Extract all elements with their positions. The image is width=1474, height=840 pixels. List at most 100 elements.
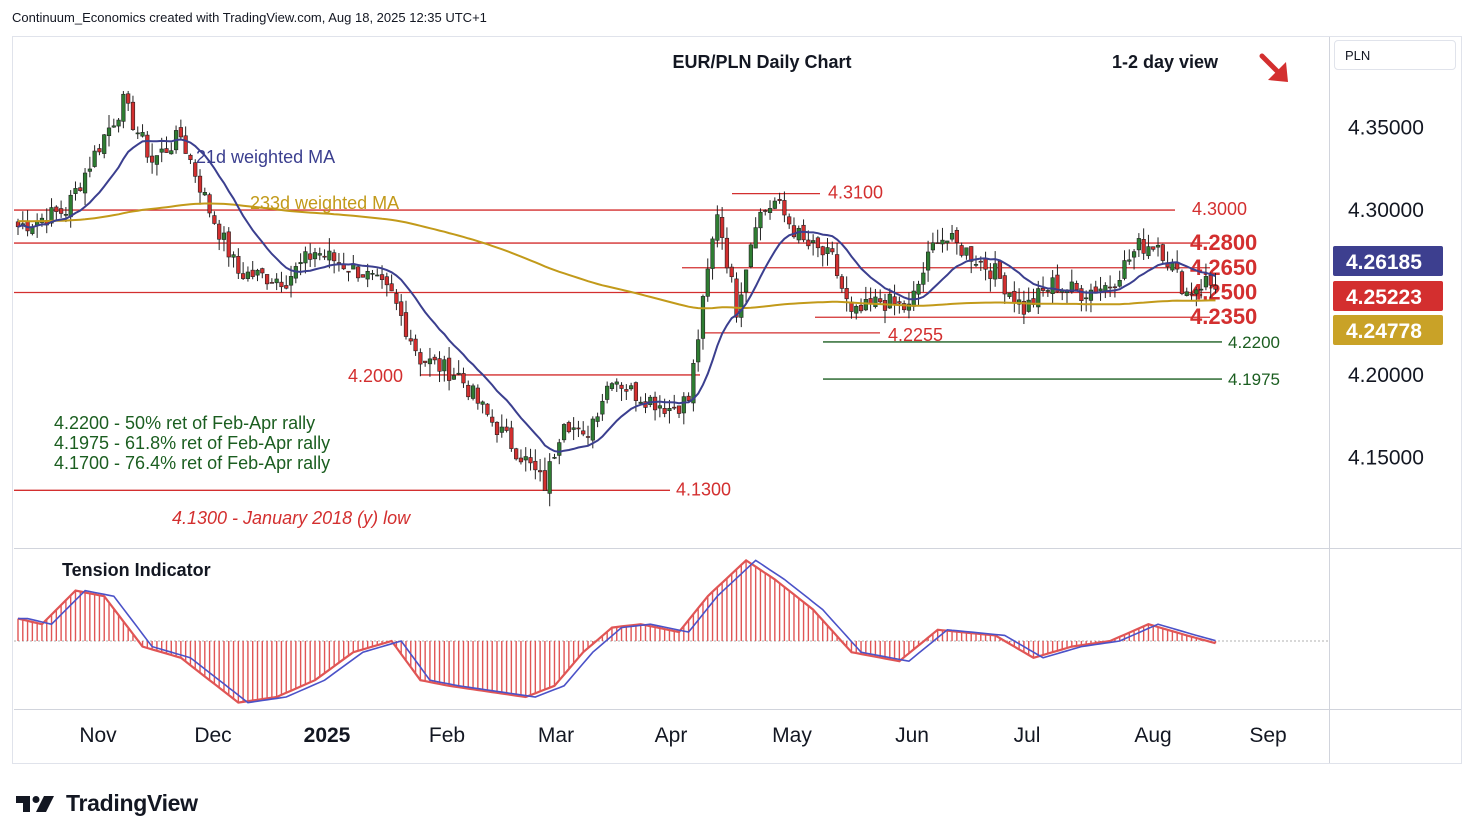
candle-body [949,233,955,240]
candle [1108,275,1113,298]
x-tick-label: Jun [895,724,929,747]
tension-main-line [18,559,1216,704]
candle [466,380,471,401]
candle [73,181,78,201]
candle-body [423,360,428,363]
candle [681,392,686,425]
candle [868,287,873,312]
tension-signal-line [17,559,1216,704]
level-label-4.3100: 4.3100 [828,183,883,203]
candle [1098,276,1103,301]
candle [830,241,835,255]
candle [269,278,274,284]
currency-selector[interactable]: PLN [1334,40,1456,70]
candle [533,449,538,480]
candle-body [264,274,270,285]
candle-body [758,211,763,229]
candle [231,251,236,268]
candle [106,115,112,147]
candle [648,394,653,408]
candle [748,242,753,269]
candle-body [595,416,600,422]
y-tick-label: 4.15000 [1348,446,1424,469]
candle [188,153,193,164]
price-tag-box [1333,281,1443,311]
candle [30,223,35,236]
candle-body [834,254,840,276]
candle-body [720,217,725,238]
candle [1189,282,1194,301]
candle [1079,284,1084,312]
candle-body [437,358,442,372]
candle-body [1021,301,1026,315]
candle-body [748,244,753,268]
candle [68,190,73,228]
candle-body [456,372,461,375]
level-label-4.2255: 4.2255 [888,325,943,345]
candle [293,262,298,284]
candle-body [547,461,552,494]
candle-body [241,273,246,279]
candle [997,260,1003,279]
candle [834,243,840,279]
candle [303,246,308,274]
candle [772,197,777,210]
candle-body [763,210,768,212]
candle-body [839,276,844,289]
candle-body [442,359,447,372]
candle [217,219,222,251]
candle-body [159,148,164,153]
candle [676,405,682,419]
candle [945,240,950,251]
candle-body [1155,244,1161,248]
candle [1151,246,1156,252]
price-tag: 4.26185 [1333,246,1443,276]
candle [657,395,662,418]
candle [954,227,959,255]
retracement-note: 4.2200 - 50% ret of Feb-Apr rally [54,413,315,433]
candle [561,423,567,443]
candle [1088,283,1094,313]
candle [758,208,763,241]
candle-body [696,339,701,363]
candle-body [854,305,859,314]
candle [346,270,351,282]
candle-body [686,395,691,401]
candle-body [978,260,983,263]
x-tick-label: Jul [1014,724,1041,747]
candle [629,382,634,391]
candle-body [49,207,54,224]
candle [509,420,514,452]
candle-body [858,304,864,312]
price-tag-label: 4.24778 [1346,320,1422,343]
candle-body [811,240,816,243]
candle [514,447,519,461]
candle [59,200,64,218]
tradingview-logo[interactable]: TradingView [14,790,198,817]
candle [140,124,145,138]
candle [82,168,88,206]
candle-body [729,266,734,278]
candle [605,381,610,404]
candle [849,296,854,319]
candle-body [662,408,667,414]
candle-body [1088,289,1094,301]
candle-body [322,255,327,258]
candle [1199,279,1204,299]
candle [494,421,500,443]
candle [317,247,322,261]
candle-body [1141,239,1146,254]
candle [375,268,380,277]
candle-body [1160,244,1165,261]
candle-body [399,301,404,316]
candle [983,251,988,281]
candle [111,118,116,128]
candle-body [1136,238,1141,251]
candle-body [475,387,480,404]
candle-body [135,132,140,135]
candle [614,378,619,393]
candle-body [446,357,452,381]
candle [461,367,466,388]
candle-body [389,283,394,292]
